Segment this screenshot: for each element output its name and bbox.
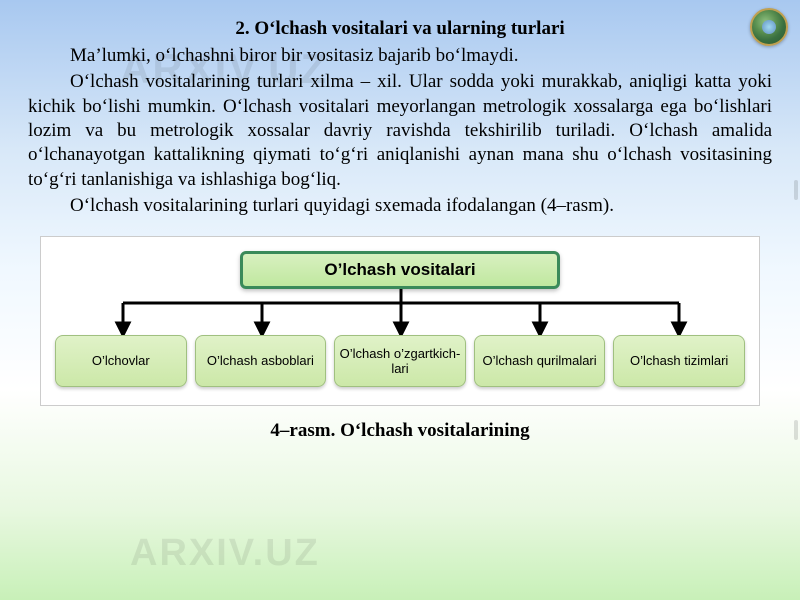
section-title: 2. O‘lchash vositalari va ularning turla… (28, 18, 772, 40)
diagram-root-node: O’lchash vositalari (240, 251, 560, 289)
diagram-child-node: O’lchash asboblari (195, 335, 327, 387)
diagram-child-node: O’lchash qurilmalari (474, 335, 606, 387)
diagram-child-node: O’lchovlar (55, 335, 187, 387)
paragraph: O‘lchash vositalarining turlari quyidagi… (28, 194, 772, 218)
text-content: 2. O‘lchash vositalari va ularning turla… (0, 0, 800, 218)
diagram-children-row: O’lchovlar O’lchash asboblari O’lchash o… (55, 335, 745, 387)
diagram-child-node: O’lchash o’zgartkich-lari (334, 335, 466, 387)
watermark: ARXIV.UZ (130, 532, 320, 575)
diagram-child-node: O’lchash tizimlari (613, 335, 745, 387)
diagram-panel: O’lchash vositalari O’lchovlar O’lchash … (40, 236, 760, 406)
paragraph: O‘lchash vositalarining turlari xilma – … (28, 70, 772, 192)
diagram-connectors (55, 289, 747, 335)
paragraph: Ma’lumki, o‘lchashni biror bir vositasiz… (28, 44, 772, 68)
figure-caption: 4–rasm. O‘lchash vositalarining (0, 420, 800, 442)
